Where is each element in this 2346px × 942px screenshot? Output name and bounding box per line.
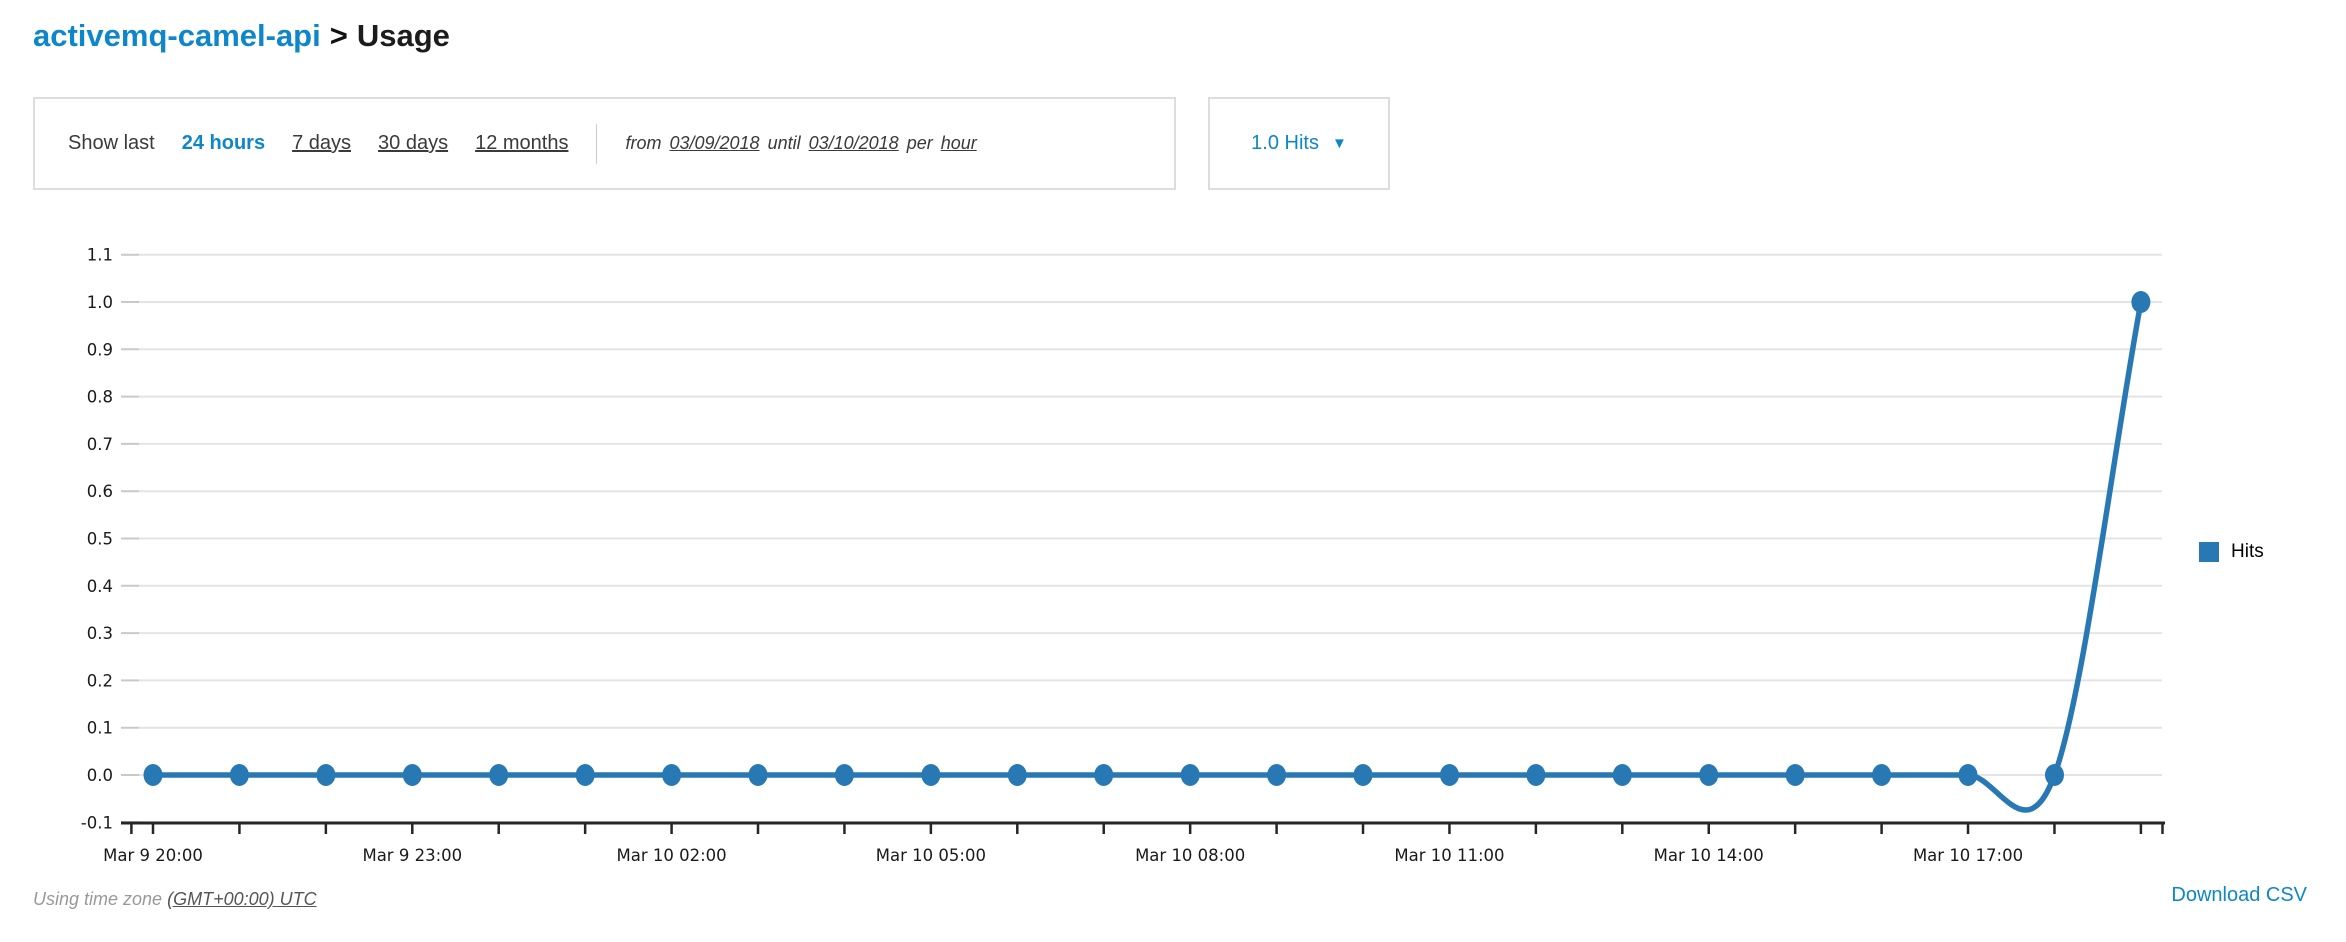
y-axis-label: 0.2 (87, 671, 113, 690)
caret-down-icon: ▼ (1331, 135, 1347, 152)
data-point[interactable] (1353, 764, 1373, 786)
data-point[interactable] (2045, 764, 2064, 786)
data-point[interactable] (1872, 764, 1892, 786)
metric-dropdown-label: 1.0 Hits (1251, 132, 1319, 154)
data-point[interactable] (1612, 764, 1632, 786)
timezone-note: Using time zone (GMT+00:00) UTC (33, 889, 317, 910)
y-axis-label: 0.9 (87, 340, 113, 359)
until-label: until (767, 133, 801, 153)
data-point[interactable] (921, 764, 941, 786)
y-axis-label: -0.1 (81, 813, 113, 832)
data-point[interactable] (1007, 764, 1027, 786)
metric-dropdown[interactable]: 1.0 Hits ▼ (1208, 97, 1390, 190)
data-point[interactable] (1699, 764, 1719, 786)
data-point[interactable] (834, 764, 854, 786)
x-axis-label: Mar 9 23:00 (362, 846, 462, 865)
x-axis-label: Mar 9 20:00 (103, 846, 203, 865)
data-point[interactable] (575, 764, 595, 786)
data-point[interactable] (1526, 764, 1546, 786)
per-label: per (906, 133, 933, 153)
legend-label-hits: Hits (2231, 541, 2264, 562)
y-axis-label: 0.8 (87, 388, 113, 407)
y-axis-label: 1.1 (87, 246, 113, 265)
y-axis-label: 0.6 (87, 482, 113, 501)
data-point[interactable] (1094, 764, 1114, 786)
date-range: from 03/09/2018 until 03/10/2018 per hou… (625, 133, 976, 154)
period-24-hours[interactable]: 24 hours (181, 132, 266, 154)
x-axis-label: Mar 10 08:00 (1135, 846, 1245, 865)
legend-swatch-hits (2199, 542, 2219, 562)
timezone-link[interactable]: (GMT+00:00) UTC (167, 889, 317, 909)
y-axis-label: 0.4 (87, 577, 113, 596)
period-7-days[interactable]: 7 days (292, 132, 352, 154)
x-axis-label: Mar 10 14:00 (1654, 846, 1764, 865)
y-axis-label: 1.0 (87, 293, 113, 312)
until-date-link[interactable]: 03/10/2018 (808, 133, 899, 153)
period-30-days[interactable]: 30 days (378, 132, 449, 154)
from-date-link[interactable]: 03/09/2018 (669, 133, 760, 153)
granularity-link[interactable]: hour (940, 133, 977, 153)
y-axis-label: 0.0 (87, 766, 113, 785)
y-axis-label: 0.1 (87, 719, 113, 738)
data-point[interactable] (748, 764, 768, 786)
chart-legend: Hits (2199, 541, 2264, 563)
data-point[interactable] (1180, 764, 1200, 786)
download-csv-link[interactable]: Download CSV (2171, 884, 2307, 906)
section-title: Usage (356, 18, 450, 53)
from-label: from (625, 133, 662, 153)
y-axis-label: 0.3 (87, 624, 113, 643)
period-12-months[interactable]: 12 months (475, 132, 569, 154)
series-line-hits (150, 299, 2144, 813)
data-point[interactable] (1785, 764, 1805, 786)
period-filter-bar: Show last 24 hours 7 days 30 days 12 mon… (33, 97, 1176, 190)
api-name-link[interactable]: activemq-camel-api (33, 18, 321, 53)
data-point[interactable] (402, 764, 422, 786)
y-axis-label: 0.7 (87, 435, 113, 454)
page-title: activemq-camel-api > Usage (33, 18, 450, 54)
x-axis-label: Mar 10 17:00 (1913, 846, 2023, 865)
data-point[interactable] (662, 764, 682, 786)
x-axis-label: Mar 10 02:00 (616, 846, 726, 865)
x-axis-label: Mar 10 05:00 (876, 846, 986, 865)
data-point[interactable] (229, 764, 249, 786)
data-point[interactable] (489, 764, 509, 786)
data-point[interactable] (2131, 291, 2151, 313)
data-point[interactable] (1958, 764, 1978, 786)
x-axis-label: Mar 10 11:00 (1394, 846, 1504, 865)
show-last-label: Show last (68, 132, 155, 154)
data-point[interactable] (1267, 764, 1287, 786)
y-axis-label: 0.5 (87, 530, 113, 549)
data-point[interactable] (1440, 764, 1459, 786)
filter-divider (596, 123, 598, 164)
breadcrumb-separator: > (329, 18, 348, 53)
data-point[interactable] (143, 764, 163, 786)
timezone-prefix: Using time zone (33, 889, 163, 909)
data-point[interactable] (316, 764, 336, 786)
